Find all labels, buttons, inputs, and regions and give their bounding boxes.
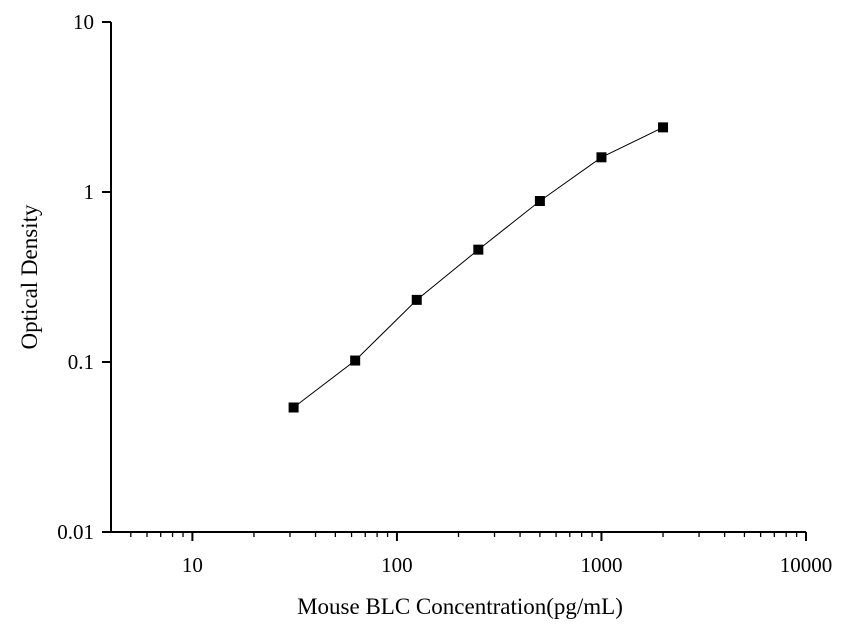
x-tick-label: 10 xyxy=(182,553,203,577)
data-point xyxy=(596,152,607,163)
y-tick-label: 0.01 xyxy=(57,520,94,544)
x-tick-label: 100 xyxy=(381,553,413,577)
x-axis-ticks: 10 100 1000 10000 xyxy=(130,532,833,577)
data-point xyxy=(288,402,299,413)
series-line xyxy=(293,126,664,408)
y-tick-label: 1 xyxy=(84,180,95,204)
x-axis-title: Mouse BLC Concentration(pg/mL) xyxy=(297,594,623,619)
data-point xyxy=(473,244,484,255)
data-point xyxy=(350,355,361,366)
data-point xyxy=(411,294,422,305)
y-tick-label: 10 xyxy=(73,10,94,34)
axes xyxy=(110,22,806,533)
y-axis-title: Optical Density xyxy=(17,204,42,349)
y-axis-ticks: 0.01 0.1 1 10 xyxy=(57,10,111,544)
y-tick-label: 0.1 xyxy=(68,350,94,374)
data-point xyxy=(534,196,545,207)
plot-area xyxy=(288,122,669,413)
x-tick-label: 1000 xyxy=(580,553,622,577)
data-point xyxy=(658,122,669,133)
x-tick-label: 10000 xyxy=(780,553,833,577)
